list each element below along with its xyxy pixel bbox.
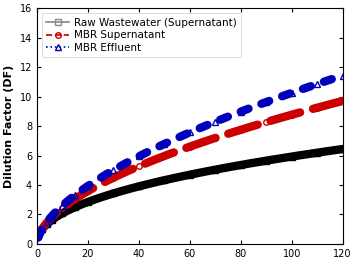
- MBR Supernatant: [36, 236, 40, 239]
- Y-axis label: Dilution Factor (DF): Dilution Factor (DF): [4, 64, 14, 188]
- Line: Raw Wastewater (Supernatant): Raw Wastewater (Supernatant): [38, 149, 342, 236]
- Raw Wastewater (Supernatant): [36, 235, 40, 238]
- Raw Wastewater (Supernatant): [298, 154, 303, 157]
- Line: MBR Supernatant: MBR Supernatant: [38, 101, 342, 237]
- MBR Supernatant: [213, 136, 217, 140]
- MBR Effluent: [230, 113, 234, 117]
- Line: MBR Effluent: MBR Effluent: [38, 75, 342, 237]
- MBR Supernatant: [298, 111, 303, 114]
- Raw Wastewater (Supernatant): [267, 159, 271, 162]
- Legend: Raw Wastewater (Supernatant), MBR Supernatant, MBR Effluent: Raw Wastewater (Supernatant), MBR Supern…: [42, 13, 241, 57]
- MBR Effluent: [55, 209, 59, 212]
- MBR Supernatant: [267, 120, 271, 123]
- MBR Effluent: [298, 88, 303, 92]
- MBR Effluent: [213, 120, 217, 123]
- Raw Wastewater (Supernatant): [340, 148, 345, 151]
- MBR Effluent: [221, 117, 225, 120]
- MBR Effluent: [36, 236, 40, 239]
- Raw Wastewater (Supernatant): [213, 168, 217, 171]
- Raw Wastewater (Supernatant): [55, 215, 59, 218]
- MBR Supernatant: [340, 99, 345, 103]
- MBR Supernatant: [55, 211, 59, 214]
- Raw Wastewater (Supernatant): [230, 165, 234, 168]
- MBR Supernatant: [230, 131, 234, 134]
- MBR Effluent: [267, 99, 271, 103]
- MBR Supernatant: [221, 134, 225, 137]
- Raw Wastewater (Supernatant): [221, 167, 225, 170]
- MBR Effluent: [340, 74, 345, 77]
